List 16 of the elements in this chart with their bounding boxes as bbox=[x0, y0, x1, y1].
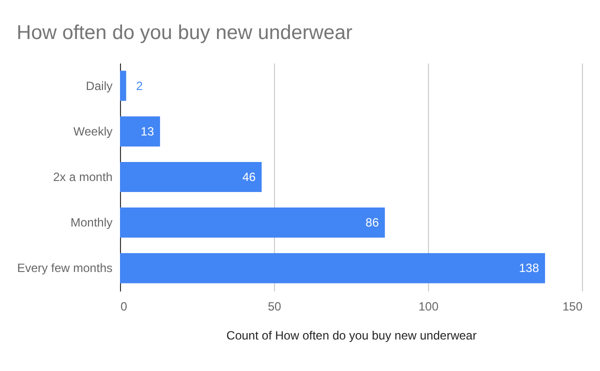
x-axis-title: Count of How often do you buy new underwear bbox=[226, 328, 477, 342]
y-tick-label: Every few months bbox=[17, 261, 112, 276]
data-label: 86 bbox=[366, 216, 380, 230]
y-tick-label: 2x a month bbox=[53, 170, 112, 184]
chart-title: How often do you buy new underwear bbox=[16, 22, 353, 44]
x-tick-label: 150 bbox=[562, 300, 583, 314]
y-tick-label: Monthly bbox=[70, 216, 112, 230]
data-label: 46 bbox=[242, 170, 256, 184]
data-label: 13 bbox=[140, 124, 154, 138]
y-tick-label: Weekly bbox=[73, 124, 112, 138]
data-label: 138 bbox=[519, 261, 540, 276]
x-tick-label: 50 bbox=[268, 300, 282, 314]
data-label: 2 bbox=[136, 78, 144, 93]
x-tick-label: 0 bbox=[120, 300, 128, 314]
x-tick-label: 100 bbox=[418, 300, 439, 314]
y-tick-label: Daily bbox=[86, 78, 112, 93]
